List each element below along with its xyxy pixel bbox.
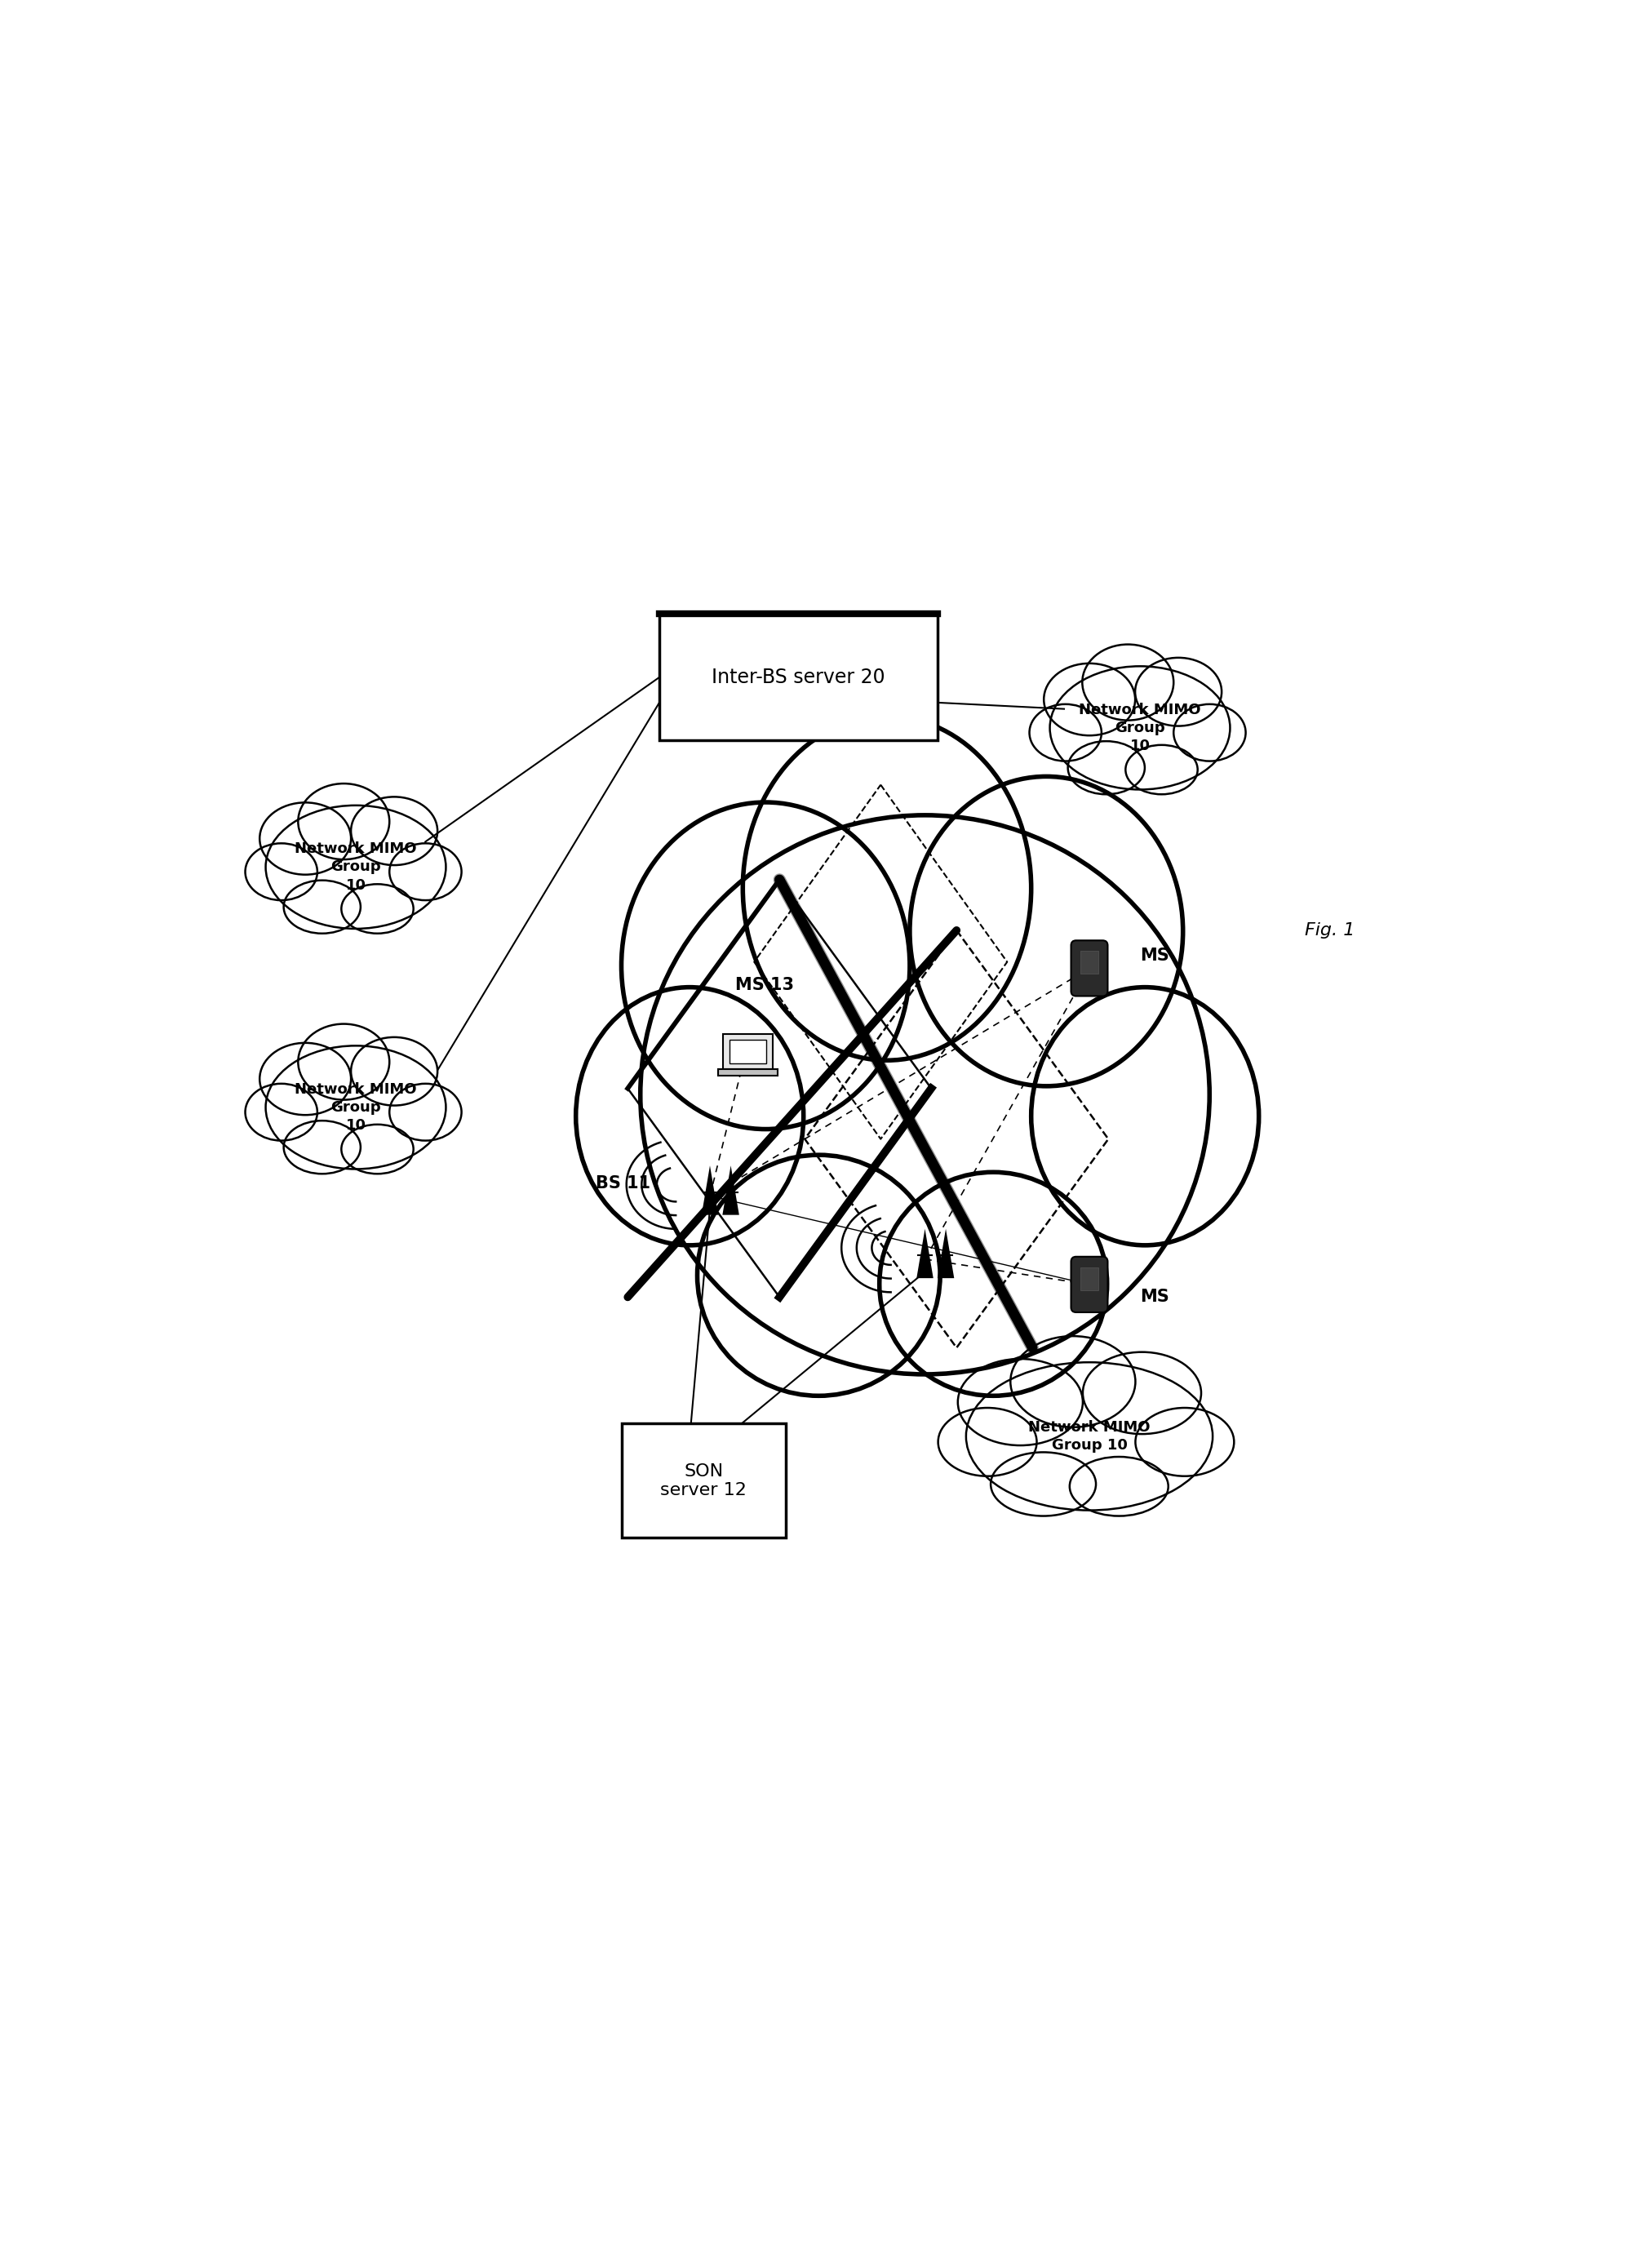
Ellipse shape <box>576 987 803 1245</box>
FancyBboxPatch shape <box>1071 941 1108 996</box>
Ellipse shape <box>880 1173 1106 1395</box>
Ellipse shape <box>351 796 437 864</box>
Ellipse shape <box>266 1046 446 1168</box>
Ellipse shape <box>341 1125 413 1175</box>
Ellipse shape <box>390 844 462 900</box>
Ellipse shape <box>299 782 390 860</box>
Polygon shape <box>917 1229 934 1279</box>
Ellipse shape <box>259 1043 351 1116</box>
Bar <box>659 615 937 742</box>
Ellipse shape <box>1082 644 1173 721</box>
Ellipse shape <box>1030 703 1102 762</box>
Ellipse shape <box>266 805 446 928</box>
Polygon shape <box>723 1166 739 1216</box>
Text: MS: MS <box>1139 1288 1169 1306</box>
Ellipse shape <box>640 814 1209 1374</box>
Text: SON
server 12: SON server 12 <box>661 1463 747 1499</box>
Ellipse shape <box>1136 658 1222 726</box>
Ellipse shape <box>1044 662 1136 735</box>
Text: Network MIMO
Group 10: Network MIMO Group 10 <box>1028 1420 1151 1454</box>
Text: MS 13: MS 13 <box>734 978 793 993</box>
Ellipse shape <box>743 717 1031 1061</box>
Ellipse shape <box>1069 1456 1169 1515</box>
Ellipse shape <box>245 844 317 900</box>
Ellipse shape <box>341 885 413 934</box>
Ellipse shape <box>991 1452 1097 1515</box>
Ellipse shape <box>1049 667 1231 789</box>
Bar <box>723 1034 772 1070</box>
Bar <box>730 1041 767 1064</box>
Ellipse shape <box>351 1036 437 1105</box>
Ellipse shape <box>697 1154 940 1395</box>
Polygon shape <box>937 1229 955 1279</box>
Ellipse shape <box>958 1359 1082 1445</box>
Polygon shape <box>702 1166 718 1216</box>
Ellipse shape <box>1173 703 1245 762</box>
Text: Network MIMO
Group
10: Network MIMO Group 10 <box>295 841 416 894</box>
Ellipse shape <box>622 803 909 1129</box>
Ellipse shape <box>245 1084 317 1141</box>
Ellipse shape <box>966 1363 1213 1510</box>
Ellipse shape <box>1082 1352 1201 1433</box>
Ellipse shape <box>1031 987 1258 1245</box>
Ellipse shape <box>390 1084 462 1141</box>
Text: Network MIMO
Group
10: Network MIMO Group 10 <box>295 1082 416 1132</box>
Ellipse shape <box>909 776 1183 1086</box>
Text: BS 11: BS 11 <box>596 1175 651 1191</box>
Ellipse shape <box>259 803 351 875</box>
Ellipse shape <box>1010 1336 1136 1427</box>
Text: MS: MS <box>1139 948 1169 964</box>
Bar <box>1080 1268 1098 1290</box>
Text: Network MIMO
Group
10: Network MIMO Group 10 <box>1079 703 1201 753</box>
Ellipse shape <box>284 1120 361 1175</box>
Ellipse shape <box>938 1408 1036 1476</box>
Ellipse shape <box>284 880 361 934</box>
Ellipse shape <box>1136 1408 1234 1476</box>
Ellipse shape <box>299 1023 390 1100</box>
Ellipse shape <box>1067 742 1144 794</box>
Ellipse shape <box>1126 744 1198 794</box>
Bar <box>1080 950 1098 973</box>
FancyBboxPatch shape <box>1071 1256 1108 1313</box>
Text: Fig. 1: Fig. 1 <box>1304 923 1355 939</box>
Bar <box>718 1070 777 1075</box>
Text: Inter-BS server 20: Inter-BS server 20 <box>712 667 885 687</box>
Bar <box>622 1424 787 1538</box>
